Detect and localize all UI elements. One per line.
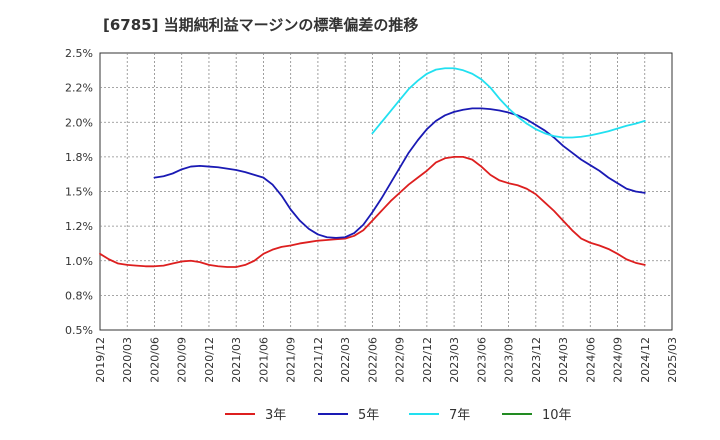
x-tick-label: 2022/09: [394, 337, 407, 383]
y-tick-label: 0.8%: [65, 289, 93, 302]
y-tick-label: 1.8%: [65, 151, 93, 164]
x-tick-label: 2021/12: [312, 337, 325, 383]
x-tick-label: 2019/12: [94, 337, 107, 383]
y-tick-label: 1.5%: [65, 186, 93, 199]
x-axis: 2019/12 2020/03 2020/06 2020/09 2020/12 2021/…: [94, 337, 679, 383]
series-line-7年: [371, 67, 646, 139]
x-tick-label: 2021/09: [285, 337, 298, 383]
x-tick-label: 2022/06: [366, 337, 379, 383]
y-tick-label: 2.5%: [65, 47, 93, 60]
series-line-5年: [153, 107, 646, 239]
x-tick-label: 2020/09: [176, 337, 189, 383]
series-lines: [99, 67, 646, 268]
x-tick-label: 2020/06: [148, 337, 161, 383]
legend-label: 5年: [358, 408, 379, 423]
x-tick-label: 2024/03: [557, 337, 570, 383]
x-tick-label: 2024/12: [639, 337, 652, 383]
chart-title: [6785] 当期純利益マージンの標準偏差の推移: [103, 16, 418, 34]
y-tick-label: 2.2%: [65, 82, 93, 95]
x-tick-label: 2025/03: [666, 337, 679, 383]
y-tick-label: 0.5%: [65, 324, 93, 337]
x-tick-label: 2020/12: [203, 337, 216, 383]
y-axis: 0.5% 0.8% 1.0% 1.2% 1.5% 1.8% 2.0% 2.2% 2.5%: [65, 47, 93, 337]
series-line-3年: [99, 155, 646, 268]
x-tick-label: 2022/12: [421, 337, 434, 383]
y-tick-label: 2.0%: [65, 116, 93, 129]
x-tick-label: 2023/06: [475, 337, 488, 383]
legend-label: 3年: [265, 408, 286, 423]
legend-label: 10年: [542, 408, 572, 423]
x-tick-label: 2023/12: [530, 337, 543, 383]
legend: 3年 5年 7年 10年: [225, 408, 572, 423]
x-tick-label: 2024/09: [612, 337, 625, 383]
x-tick-label: 2023/09: [503, 337, 516, 383]
x-tick-label: 2024/06: [584, 337, 597, 383]
x-tick-label: 2023/03: [448, 337, 461, 383]
y-tick-label: 1.0%: [65, 255, 93, 268]
x-tick-label: 2021/03: [230, 337, 243, 383]
x-tick-label: 2020/03: [121, 337, 134, 383]
x-tick-label: 2022/03: [339, 337, 352, 383]
x-tick-label: 2021/06: [257, 337, 270, 383]
y-tick-label: 1.2%: [65, 220, 93, 233]
legend-label: 7年: [449, 408, 470, 423]
